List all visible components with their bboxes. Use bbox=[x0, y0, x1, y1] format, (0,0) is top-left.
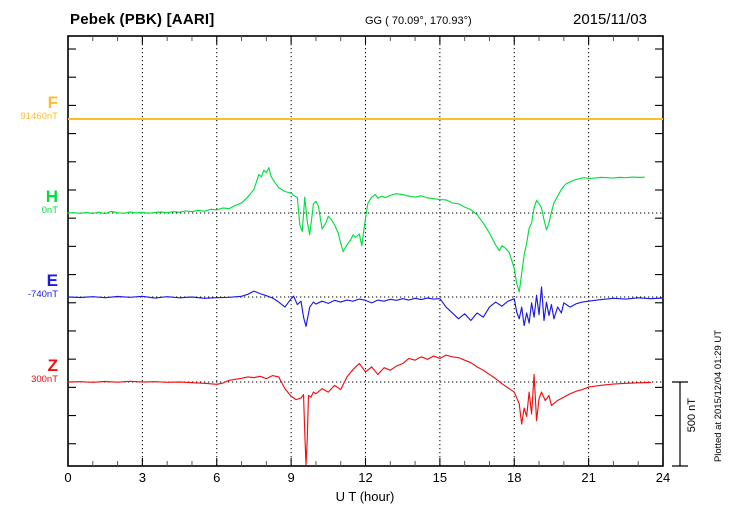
x-tick-label: 9 bbox=[287, 470, 295, 485]
component-baseline-value: -740nT bbox=[27, 289, 58, 300]
component-name: E bbox=[46, 271, 58, 290]
component-name: F bbox=[47, 93, 58, 112]
scale-bar bbox=[672, 381, 688, 467]
component-baseline-value: 91460nT bbox=[20, 111, 58, 122]
x-tick-label: 21 bbox=[581, 470, 596, 485]
observation-date: 2015/11/03 bbox=[573, 11, 647, 28]
component-baseline-value: 300nT bbox=[31, 374, 58, 385]
component-name: H bbox=[45, 187, 58, 206]
x-tick-label: 15 bbox=[432, 470, 448, 485]
component-label-h: H 0nT bbox=[2, 188, 58, 216]
trace-h bbox=[67, 167, 645, 293]
trace-e bbox=[67, 286, 664, 327]
x-tick-label: 0 bbox=[64, 470, 72, 485]
scale-bar-label: 500 nT bbox=[686, 398, 698, 433]
plotted-at-label: Plotted at 2015/12/04 01:29 UT bbox=[713, 330, 724, 463]
x-tick-label: 24 bbox=[655, 470, 671, 485]
trace-z bbox=[67, 354, 652, 466]
component-baseline-value: 0nT bbox=[41, 205, 58, 216]
component-label-z: Z 300nT bbox=[2, 357, 58, 385]
x-tick-label: 6 bbox=[213, 470, 221, 485]
component-name: Z bbox=[47, 356, 58, 375]
component-label-e: E -740nT bbox=[2, 272, 58, 300]
x-tick-label: 3 bbox=[138, 470, 146, 485]
page-title: Pebek (PBK) [AARI] bbox=[70, 11, 215, 28]
x-axis-title: U T (hour) bbox=[335, 489, 395, 504]
x-tick-label: 18 bbox=[507, 470, 522, 485]
geographic-coordinates: GG ( 70.09°, 170.93°) bbox=[365, 15, 472, 27]
x-tick-label: 12 bbox=[358, 470, 373, 485]
component-label-f: F 91460nT bbox=[2, 94, 58, 122]
